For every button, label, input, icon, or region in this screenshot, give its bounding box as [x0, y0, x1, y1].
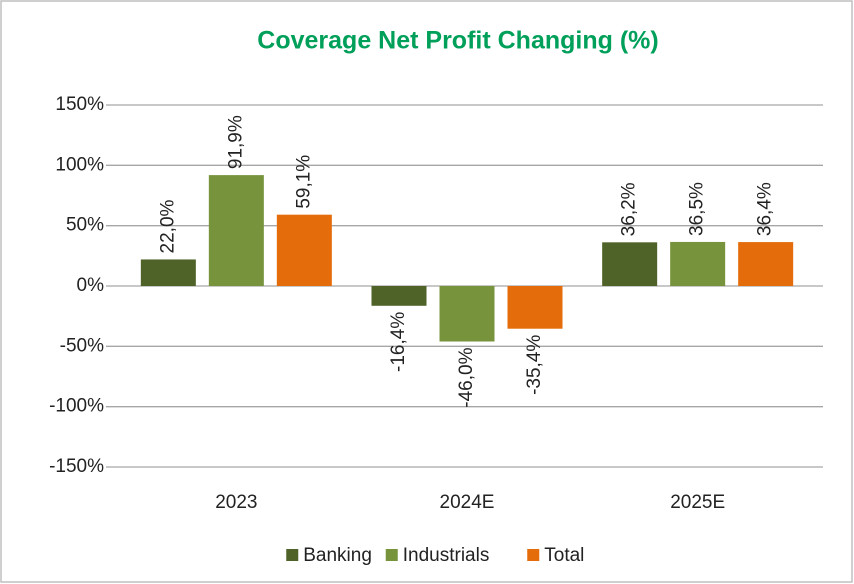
legend-swatch: [286, 549, 299, 561]
bar: [140, 259, 196, 286]
y-tick-label: 150%: [55, 94, 104, 115]
data-label: -35,4%: [524, 335, 545, 395]
bar: [439, 286, 495, 342]
legend-label: Total: [544, 545, 584, 566]
y-tick-label: 0%: [77, 275, 105, 296]
bar: [208, 175, 264, 286]
y-tick-label: 100%: [55, 154, 104, 175]
x-tick-label: 2025E: [670, 492, 725, 513]
legend-swatch: [527, 549, 540, 561]
chart-title: Coverage Net Profit Changing (%): [257, 27, 658, 55]
bar: [738, 242, 794, 286]
y-tick-label: 50%: [66, 215, 104, 236]
y-tick-label: -150%: [49, 456, 104, 477]
legend-label: Industrials: [403, 545, 490, 566]
data-label: 59,1%: [293, 155, 314, 209]
x-tick-label: 2023: [215, 492, 257, 513]
data-label: 22,0%: [157, 199, 178, 253]
data-label: 91,9%: [225, 115, 246, 169]
y-tick-label: -100%: [49, 396, 104, 417]
bar: [371, 286, 427, 306]
data-label: 36,2%: [619, 182, 640, 236]
legend-swatch: [385, 549, 398, 561]
y-tick-label: -50%: [60, 335, 104, 356]
bar: [507, 286, 563, 329]
x-tick-label: 2024E: [440, 492, 495, 513]
bar: [670, 241, 726, 286]
legend-label: Banking: [303, 545, 372, 566]
bar: [602, 242, 658, 286]
data-label: 36,4%: [755, 182, 776, 236]
bar: [276, 214, 332, 286]
data-label: -16,4%: [388, 312, 409, 372]
data-label: 36,5%: [687, 182, 708, 236]
data-label: -46,0%: [456, 347, 477, 407]
